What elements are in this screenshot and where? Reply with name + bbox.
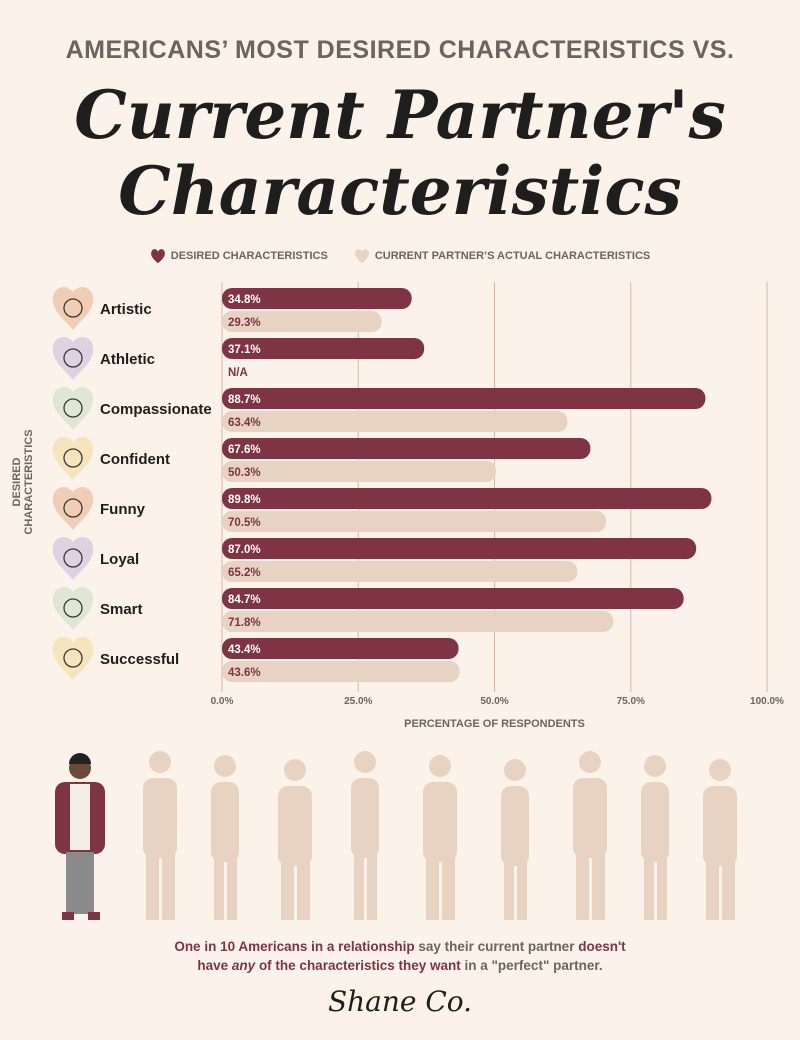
brand-logo: Shane Co. [327, 985, 473, 1018]
data-label: 37.1% [228, 344, 261, 356]
palette-icon [63, 298, 83, 318]
legend: DESIRED CHARACTERISTICS CURRENT PARTNER’… [0, 248, 800, 264]
bar-chart: 0.0% 25.0% 50.0% 75.0% 100.0% Artistic 34.8% 29… [52, 282, 784, 707]
actual-bar [222, 561, 578, 582]
data-label: 88.7% [228, 394, 261, 406]
heart-badge [52, 487, 94, 530]
heart-tree-icon [63, 548, 83, 568]
people-illustration [55, 751, 737, 920]
desired-bar [222, 588, 684, 609]
desired-bar [222, 488, 712, 509]
category-label: Loyal [100, 551, 139, 568]
heart-icon [354, 249, 369, 264]
lightbulb-icon [63, 598, 83, 618]
palette-icon-badge [52, 287, 94, 330]
desired-bar [222, 438, 591, 459]
heart-icon [150, 249, 165, 264]
person-silhouette [351, 751, 379, 920]
desired-bar [222, 388, 706, 409]
data-label: 34.8% [228, 294, 261, 306]
heart-badge [52, 337, 94, 380]
category-label: Confident [100, 451, 170, 468]
x-tick-label: 100.0% [750, 696, 784, 707]
actual-bar [222, 461, 497, 482]
footer-statement: One in 10 Americans in a relationship sa… [174, 939, 626, 973]
x-axis-title: PERCENTAGE OF RESPONDENTS [404, 718, 585, 730]
data-label: 43.4% [228, 644, 261, 656]
person-silhouette [423, 755, 457, 920]
data-label: 87.0% [228, 544, 261, 556]
basketball-icon-badge [52, 337, 94, 380]
title-line-2: Characteristics [118, 152, 682, 230]
x-tick-label: 0.0% [211, 696, 234, 707]
heart-hands-icon-badge [52, 387, 94, 430]
money-icon [63, 648, 83, 668]
heart-badge [52, 537, 94, 580]
person-illustration [55, 753, 105, 920]
category-label: Compassionate [100, 401, 212, 418]
data-label: N/A [228, 367, 248, 379]
theater-masks-icon-badge [52, 487, 94, 530]
heart-badge [52, 437, 94, 480]
data-label: 71.8% [228, 617, 261, 629]
data-label: 29.3% [228, 317, 261, 329]
person-silhouette [143, 751, 177, 920]
x-tick-label: 50.0% [480, 696, 508, 707]
heart-badge [52, 387, 94, 430]
desired-bar [222, 638, 459, 659]
heart-badge [52, 637, 94, 680]
person-silhouette [501, 759, 529, 920]
actual-bar [222, 411, 568, 432]
data-label: 84.7% [228, 594, 261, 606]
title-line-1: Current Partner's [74, 76, 726, 154]
x-tick-label: 25.0% [344, 696, 372, 707]
person-silhouette [573, 751, 607, 920]
supertitle: AMERICANS’ MOST DESIRED CHARACTERISTICS … [65, 36, 735, 64]
desired-bar [222, 288, 412, 309]
desired-bar [222, 538, 697, 559]
actual-bar [222, 311, 382, 332]
flag-person-icon-badge [52, 437, 94, 480]
data-label: 43.6% [228, 667, 261, 679]
actual-bar [222, 511, 607, 532]
legend-desired: DESIRED CHARACTERISTICS [150, 248, 328, 264]
category-label: Smart [100, 601, 143, 618]
data-label: 67.6% [228, 444, 261, 456]
data-label: 65.2% [228, 567, 261, 579]
category-label: Successful [100, 651, 179, 668]
data-label: 89.8% [228, 494, 261, 506]
person-silhouette [703, 759, 737, 920]
x-tick-label: 75.0% [617, 696, 645, 707]
category-label: Artistic [100, 301, 152, 318]
person-silhouette [278, 759, 312, 920]
data-label: 50.3% [228, 467, 261, 479]
heart-tree-icon-badge [52, 537, 94, 580]
heart-badge [52, 587, 94, 630]
theater-masks-icon [63, 498, 83, 518]
heart-hands-icon [63, 398, 83, 418]
flag-person-icon [63, 448, 83, 468]
lightbulb-icon-badge [52, 587, 94, 630]
data-label: 63.4% [228, 417, 261, 429]
person-silhouette [641, 755, 669, 920]
category-label: Funny [100, 501, 146, 518]
heart-badge [52, 287, 94, 330]
money-icon-badge [52, 637, 94, 680]
data-label: 70.5% [228, 517, 261, 529]
legend-actual: CURRENT PARTNER’S ACTUAL CHARACTERISTICS [354, 248, 650, 264]
person-silhouette [211, 755, 239, 920]
actual-bar [222, 611, 614, 632]
desired-bar [222, 338, 425, 359]
basketball-icon [63, 348, 83, 368]
actual-bar [222, 661, 460, 682]
category-label: Athletic [100, 351, 155, 368]
